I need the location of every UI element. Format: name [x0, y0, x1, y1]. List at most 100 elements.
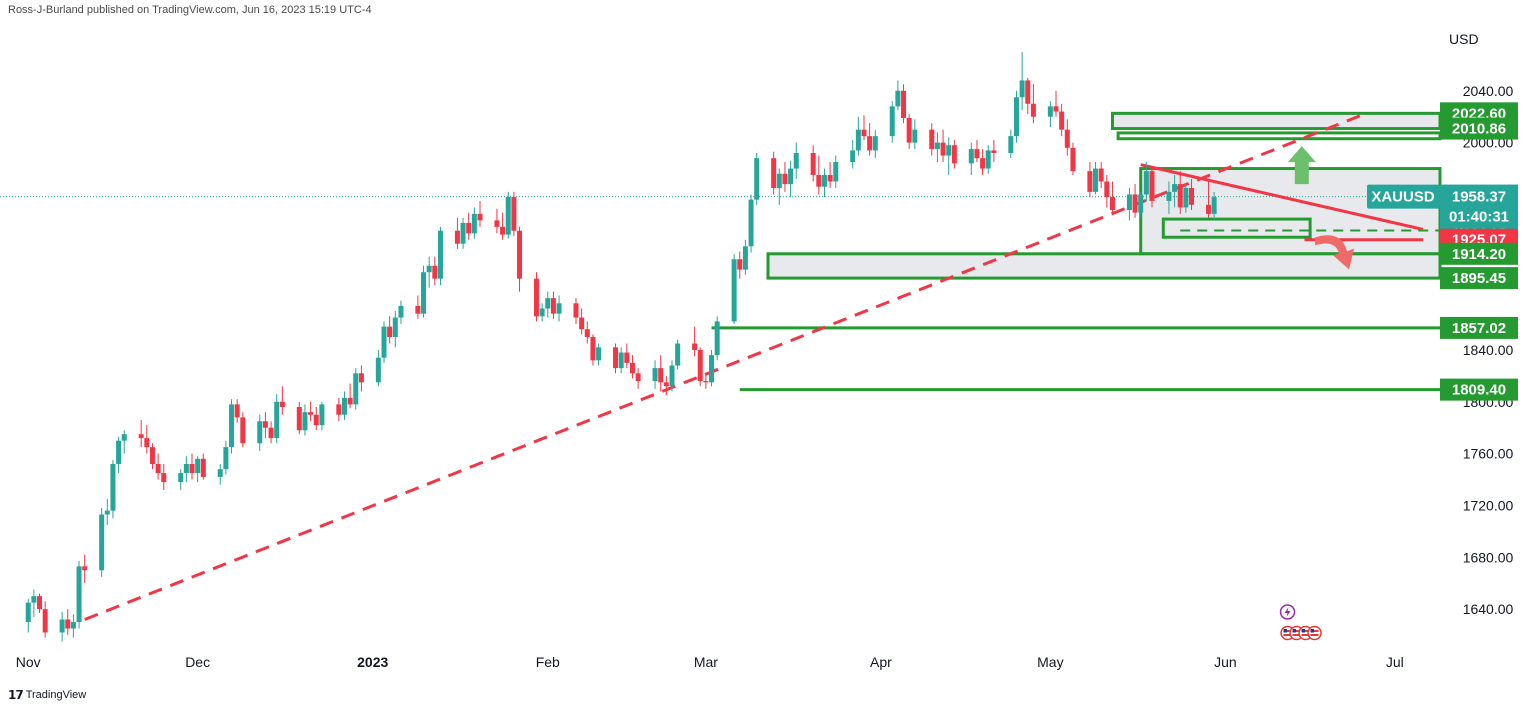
candle-body: [850, 150, 856, 163]
x-tick-label: May: [1037, 654, 1063, 670]
candle-body: [901, 90, 907, 119]
candle-body: [737, 259, 743, 270]
flag-stripe: [1310, 634, 1319, 636]
candle-body: [861, 129, 867, 137]
candle-body: [229, 404, 235, 448]
currency-label: USD: [1449, 31, 1479, 47]
candle-body: [398, 305, 404, 318]
candle-body: [1019, 80, 1025, 98]
candle-body: [262, 421, 268, 428]
candle-body: [415, 305, 421, 314]
candle-body: [42, 609, 48, 633]
price-tag-label: 1857.02: [1452, 320, 1506, 337]
publisher-header: Ross-J-Burland published on TradingView.…: [8, 4, 372, 16]
candle-body: [149, 447, 155, 464]
candle-body: [353, 373, 359, 405]
candle-body: [596, 347, 602, 361]
candle-body: [1070, 147, 1076, 172]
x-tick-label: Feb: [536, 654, 560, 670]
tradingview-footer[interactable]: 𝟭𝟳 TradingView: [8, 688, 86, 702]
candle-body: [25, 602, 31, 623]
flag-stripe: [1292, 634, 1301, 636]
candle-body: [505, 197, 511, 235]
x-tick-label: Apr: [870, 654, 892, 670]
candle-body: [477, 213, 483, 221]
candle-body: [754, 158, 760, 200]
candle-body: [308, 412, 314, 415]
candle-body: [319, 404, 325, 426]
candle-body: [1143, 171, 1149, 195]
flag-canton: [1310, 629, 1315, 633]
candle-body: [991, 150, 997, 153]
x-tick-label: Nov: [16, 654, 41, 670]
candle-body: [358, 373, 364, 383]
candle-body: [155, 463, 161, 474]
candle-body: [240, 417, 246, 444]
up-arrow-icon: [1287, 146, 1316, 185]
candle-body: [709, 355, 715, 383]
candle-body: [776, 173, 782, 188]
candle-body: [1013, 97, 1019, 137]
candle-body: [161, 473, 167, 483]
down-arrow-icon: [1315, 235, 1355, 270]
candle-body: [1138, 194, 1144, 213]
candle-body: [974, 149, 980, 159]
tradingview-logo-icon: 𝟭𝟳: [8, 688, 24, 702]
price-zone: [1116, 131, 1442, 141]
flag-stripe: [1283, 630, 1292, 632]
candle-body: [454, 230, 460, 244]
candle-body: [116, 440, 122, 464]
price-tag-label: 1895.45: [1452, 270, 1506, 287]
candle-body: [1172, 184, 1178, 192]
candle-body: [65, 619, 71, 629]
candle-body: [855, 129, 861, 151]
candle-body: [347, 397, 353, 405]
candle-body: [313, 414, 319, 426]
flag-stripe: [1301, 630, 1310, 632]
candle-body: [517, 230, 523, 279]
candle-body: [99, 514, 105, 571]
candle-body: [76, 566, 82, 623]
candle-body: [138, 434, 144, 439]
candle-body: [782, 173, 788, 185]
candle-body: [1132, 194, 1138, 213]
price-tag: [1440, 267, 1518, 290]
candle-body: [1093, 168, 1099, 192]
candle-body: [788, 168, 794, 185]
candle-body: [533, 278, 539, 317]
candle-body: [1183, 187, 1189, 208]
candle-body: [810, 152, 816, 176]
candle-body: [189, 463, 195, 474]
candle-body: [460, 222, 466, 244]
candle-body: [618, 352, 624, 369]
candle-body: [110, 463, 116, 511]
x-tick-label: 2023: [357, 654, 388, 670]
candle-body: [968, 149, 974, 164]
candle-body: [912, 129, 918, 143]
candle-body: [1047, 106, 1053, 117]
candle-body: [59, 619, 65, 633]
candle-body: [714, 321, 720, 356]
candle-body: [1030, 103, 1036, 117]
candle-body: [82, 566, 88, 571]
candle-body: [934, 142, 940, 150]
candle-body: [613, 347, 619, 369]
candle-body: [392, 317, 398, 337]
candle-body: [793, 152, 799, 169]
countdown-label: 01:40:31: [1449, 209, 1509, 226]
y-tick-label: 2040.00: [1463, 83, 1514, 99]
arrow-layer: [1279, 146, 1355, 641]
candle-body: [70, 622, 76, 629]
candle-body: [658, 368, 664, 383]
candle-body: [200, 458, 206, 477]
price-tag: [1440, 316, 1518, 339]
candle-body: [144, 438, 150, 448]
candle-body: [579, 317, 585, 330]
candle-body: [121, 434, 127, 441]
candle-body: [494, 220, 500, 227]
candle-body: [421, 272, 427, 314]
candle-body: [624, 352, 630, 363]
candle-body: [1104, 181, 1110, 198]
candle-body: [432, 265, 438, 279]
